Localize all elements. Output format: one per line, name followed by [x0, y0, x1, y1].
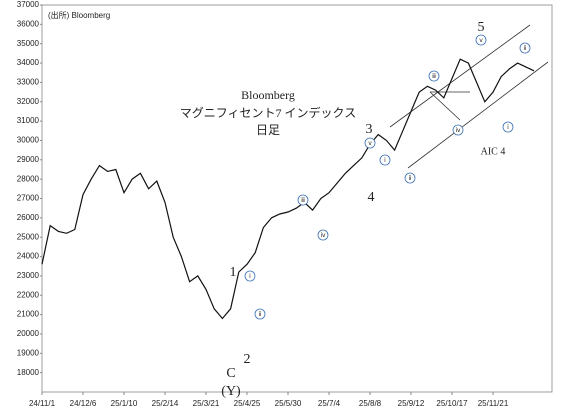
wave-circle: [428, 70, 440, 82]
wave-label: 5: [478, 20, 485, 35]
wave-circle: [475, 34, 487, 46]
y-tick-label: 19000: [17, 348, 40, 357]
wave-label: 3: [366, 122, 373, 137]
y-tick-label: 29000: [17, 155, 40, 164]
wave-label: 4: [368, 190, 375, 205]
y-tick-label: 32000: [17, 97, 40, 106]
wave-circle: [404, 172, 416, 184]
x-tick-label: 24/11/1: [29, 399, 56, 408]
wave-sub-label: ⅰ: [384, 158, 386, 164]
x-tick-label: 24/12/6: [70, 399, 97, 408]
x-tick-label: 25/2/14: [152, 399, 179, 408]
y-tick-label: 20000: [17, 329, 40, 338]
y-tick-label: 24000: [17, 252, 40, 261]
title: マグニフィセント7 インデックス: [180, 105, 356, 120]
x-tick-label: 25/1/10: [111, 399, 138, 408]
wave-sub-label: ⅱ: [524, 46, 527, 52]
source: (出所) Bloomberg: [48, 10, 110, 20]
price-line: [41, 58, 535, 320]
plot-frame: [41, 4, 553, 393]
wave-sub-label: ⅴ: [368, 141, 372, 147]
x-tick-label: 25/5/30: [275, 399, 302, 408]
wave-circle: [452, 124, 464, 136]
channel-lines: [389, 24, 549, 169]
x-tick-label: 25/4/25: [234, 399, 261, 408]
wave-circle: [379, 154, 391, 166]
wave-circle: [254, 308, 266, 320]
wave-circle: [519, 42, 531, 54]
wave-circle: [502, 121, 514, 133]
y-tick-label: 22000: [17, 290, 40, 299]
y-tick-label: 23000: [17, 271, 40, 280]
x-tick-label: 25/7/4: [318, 399, 341, 408]
wave-circle: [317, 229, 329, 241]
y-tick-label: 28000: [17, 174, 40, 183]
wave-sub-label: ⅳ: [456, 128, 461, 134]
title: 日足: [256, 123, 280, 137]
wave-label: 2: [244, 352, 251, 367]
wave-sub-label: ⅰ: [249, 274, 251, 280]
wave-label: AIC 4: [481, 146, 506, 157]
y-tick-label: 27000: [17, 194, 40, 203]
y-tick-label: 36000: [17, 19, 40, 28]
wave-sub-label: ⅴ: [479, 38, 483, 44]
wave-sub-label: ⅱ: [259, 312, 262, 318]
title: Bloomberg: [241, 88, 295, 102]
wave-label: 1: [230, 265, 237, 280]
y-tick-label: 18000: [17, 368, 40, 377]
x-tick-label: 25/9/12: [398, 399, 425, 408]
wave-sub-label: ⅰ: [507, 125, 509, 131]
y-tick-label: 37000: [17, 0, 40, 9]
wave-circle: [297, 194, 309, 206]
x-tick-label: 25/10/17: [436, 399, 468, 408]
y-tick-label: 34000: [17, 58, 40, 67]
x-tick-label: 25/3/21: [193, 399, 220, 408]
wave-sub-label: ⅱ: [409, 176, 412, 182]
y-tick-label: 26000: [17, 213, 40, 222]
wave-sub-label: ⅳ: [321, 233, 326, 239]
y-tick-label: 35000: [17, 39, 40, 48]
wave-circle: [364, 137, 376, 149]
x-tick-label: 25/11/21: [478, 399, 509, 408]
y-tick-label: 31000: [17, 116, 40, 125]
wave-sub-label: ⅲ: [432, 74, 436, 80]
wave-label: (Y): [221, 384, 241, 399]
y-tick-label: 21000: [17, 310, 40, 319]
y-tick-label: 33000: [17, 78, 40, 87]
x-tick-label: 25/8/8: [359, 399, 382, 408]
y-tick-label: 25000: [17, 232, 40, 241]
wave-circle: [244, 270, 256, 282]
wave-label: C: [226, 366, 235, 381]
y-tick-label: 30000: [17, 136, 40, 145]
wave-sub-label: ⅲ: [301, 198, 305, 204]
